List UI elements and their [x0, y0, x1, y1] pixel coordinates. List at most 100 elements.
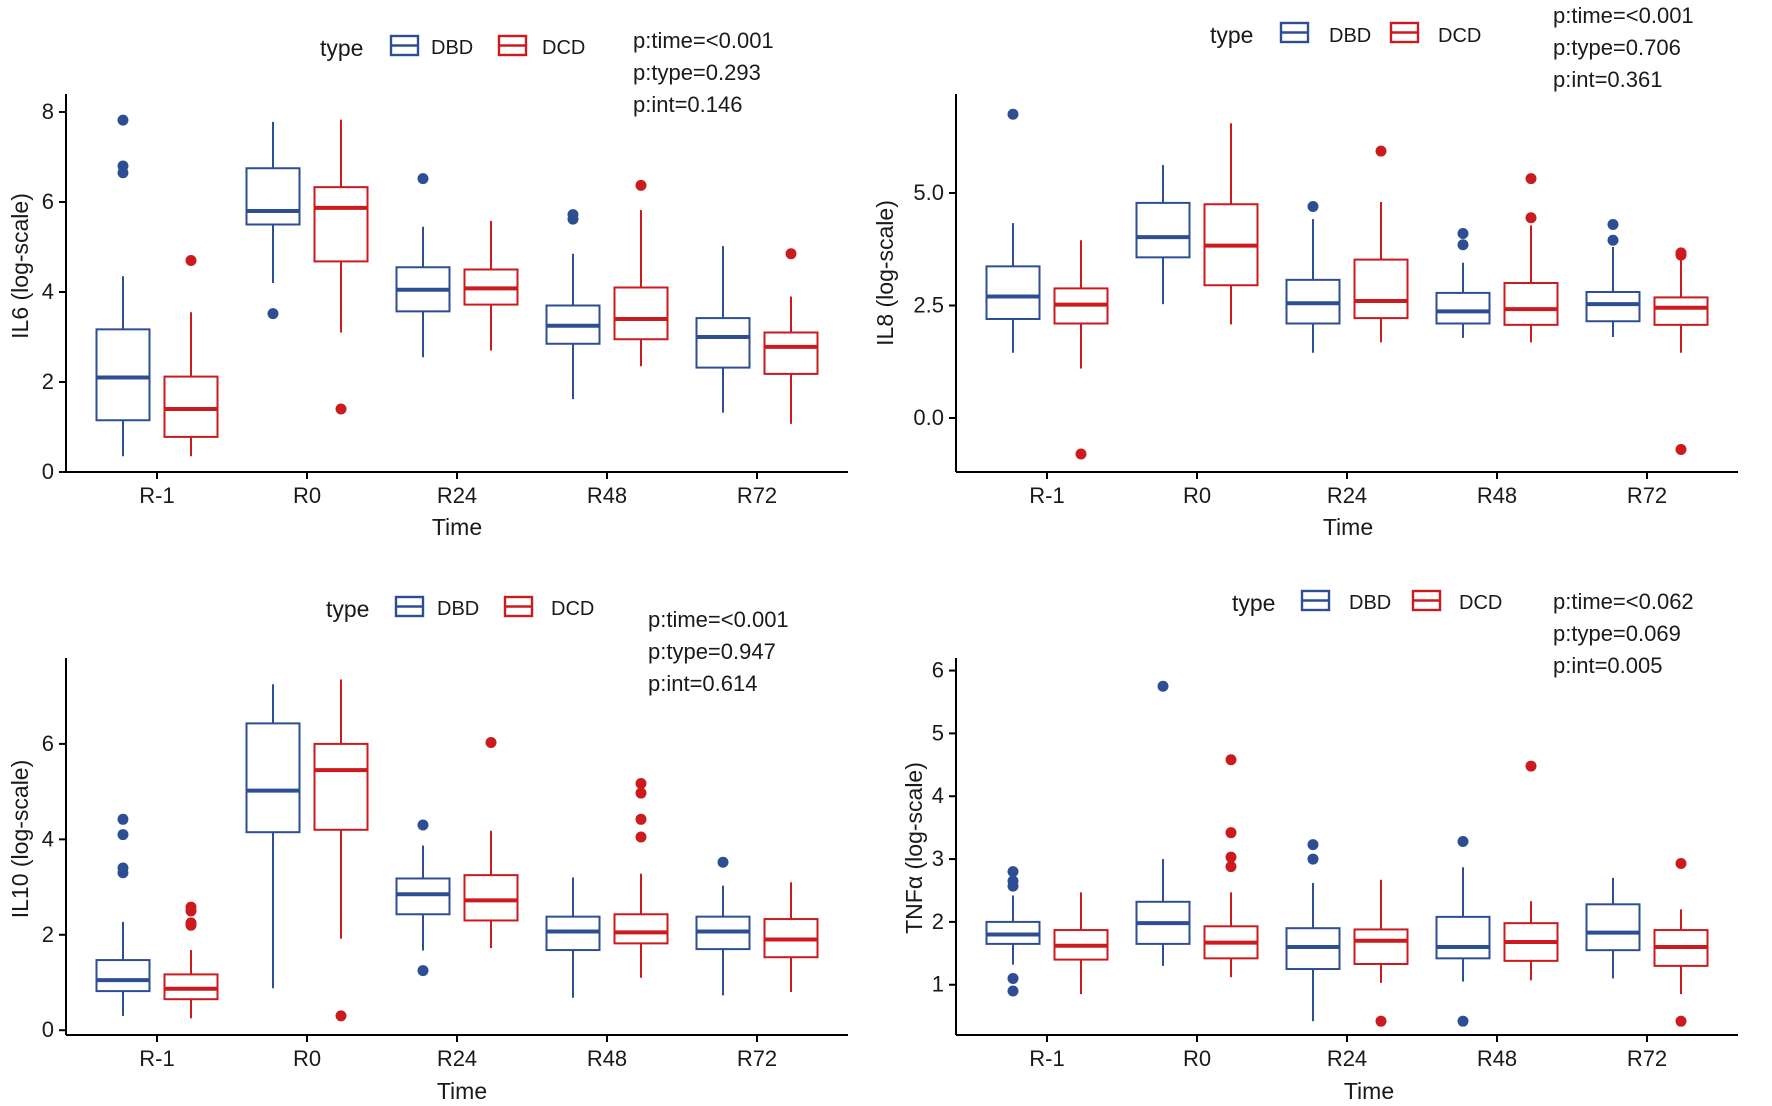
stat-type-tnfa: p:type=0.069 [1553, 621, 1681, 646]
box-dbd-r0 [1135, 165, 1191, 305]
legend-il6: type DBD DCD [320, 34, 585, 61]
x-tick-label-tnfa: R72 [1627, 1046, 1667, 1071]
box-dcd-r0 [1203, 123, 1259, 325]
outlier-point [117, 160, 129, 172]
box-dbd-r48 [545, 209, 601, 400]
x-tick-label-il10: R-1 [139, 1046, 174, 1071]
outlier-point [1157, 680, 1169, 692]
plot-il6: 0 2 4 6 8 R-1 R0 R24 R48 R72 [42, 94, 848, 508]
outlier-point [267, 308, 279, 320]
x-tick-label-il8: R0 [1183, 483, 1211, 508]
box-iqr [1435, 915, 1491, 960]
box-dbd-r48 [545, 877, 601, 998]
xlabel-tnfa: Time [1344, 1078, 1394, 1104]
box-iqr [1135, 201, 1191, 259]
box-dbd-r0 [1135, 680, 1191, 966]
outlier-point [1525, 212, 1537, 224]
box-iqr [1353, 258, 1409, 320]
box-dbd-r72 [1585, 219, 1641, 337]
outlier-point [1007, 985, 1019, 997]
legend-title-il8: type [1210, 22, 1253, 48]
box-dbd-r24 [395, 819, 451, 977]
box-dcd-r0 [313, 679, 369, 1022]
stat-int-tnfa: p:int=0.005 [1553, 653, 1662, 678]
y-tick-label-il8: 2.5 [913, 293, 944, 318]
stat-type-il6: p:type=0.293 [633, 60, 761, 85]
box-dbd-r-1 [95, 813, 151, 1016]
stat-type-il10: p:type=0.947 [648, 639, 776, 664]
panel-il10: type DBD DCD p:time=<0.001 p:type=0.947 … [7, 595, 848, 1104]
x-tick-label-il8: R48 [1477, 483, 1517, 508]
legend-label-dcd-tnfa: DCD [1459, 592, 1502, 614]
stat-int-il6: p:int=0.146 [633, 92, 742, 117]
legend-label-dbd-il8: DBD [1329, 25, 1371, 47]
box-iqr [1353, 928, 1409, 965]
box-dcd-r24 [1353, 879, 1409, 1027]
box-iqr [95, 959, 151, 993]
x-tick-label-il10: R72 [737, 1046, 777, 1071]
outlier-point [485, 736, 497, 748]
outlier-point [635, 778, 647, 790]
outlier-point [417, 173, 429, 185]
y-tick-label-il10: 2 [42, 922, 54, 947]
outlier-point [1225, 861, 1237, 873]
box-iqr [313, 742, 369, 831]
y-tick-label-il10: 4 [42, 826, 54, 851]
x-tick-label-tnfa: R24 [1327, 1046, 1367, 1071]
x-tick-label-tnfa: R-1 [1029, 1046, 1064, 1071]
outlier-point [1457, 835, 1469, 847]
box-iqr [163, 375, 219, 438]
box-iqr [1653, 296, 1709, 326]
ylabel-tnfa: TNFα (log-scale) [901, 762, 927, 934]
outlier-point [1675, 444, 1687, 455]
stats-il8: p:time=<0.001 p:type=0.706 p:int=0.361 [1553, 3, 1694, 92]
outlier-point [635, 831, 647, 843]
box-iqr [463, 874, 519, 922]
box-dbd-r24 [1285, 201, 1341, 353]
box-iqr [1585, 291, 1641, 323]
box-dcd-r-1 [163, 255, 219, 457]
box-dcd-r72 [1653, 857, 1709, 1027]
x-tick-label-il10: R48 [587, 1046, 627, 1071]
box-iqr [985, 265, 1041, 321]
x-tick-label-tnfa: R0 [1183, 1046, 1211, 1071]
y-tick-label-il6: 4 [42, 279, 54, 304]
outlier-point [185, 255, 197, 266]
outlier-point [1675, 1015, 1687, 1027]
plot-il10: 0 2 4 6 R-1 R0 R24 R48 R72 [42, 658, 848, 1071]
box-iqr [245, 722, 301, 834]
box-dcd-r48 [613, 778, 669, 978]
legend-label-dbd-il10: DBD [437, 598, 479, 620]
box-dcd-r72 [1653, 247, 1709, 455]
outlier-point [117, 829, 129, 841]
box-dcd-r0 [1203, 754, 1259, 978]
stat-time-il6: p:time=<0.001 [633, 28, 774, 53]
box-dbd-r48 [1435, 835, 1491, 1027]
outlier-point [1307, 853, 1319, 865]
box-iqr [395, 877, 451, 916]
box-iqr [1435, 291, 1491, 325]
outlier-point [1307, 201, 1319, 212]
outlier-point [1525, 173, 1537, 185]
outlier-point [417, 965, 429, 977]
outlier-point [1007, 108, 1019, 120]
ylabel-il10: IL10 (log-scale) [7, 760, 33, 919]
ylabel-il8: IL8 (log-scale) [872, 200, 898, 346]
plot-il8: 0.0 2.5 5.0 R-1 R0 R24 R48 R72 [913, 94, 1738, 508]
y-tick-label-tnfa: 2 [932, 909, 944, 934]
box-dbd-r72 [695, 246, 751, 413]
box-dcd-r24 [463, 736, 519, 949]
box-dbd-r72 [1585, 877, 1641, 979]
y-tick-label-il10: 6 [42, 731, 54, 756]
stat-time-il10: p:time=<0.001 [648, 607, 789, 632]
stat-int-il8: p:int=0.361 [1553, 67, 1662, 92]
box-iqr [613, 913, 669, 945]
stat-type-il8: p:type=0.706 [1553, 35, 1681, 60]
outlier-point [1225, 851, 1237, 863]
outlier-point [1607, 234, 1619, 246]
box-iqr [313, 186, 369, 263]
box-dbd-r72 [695, 856, 751, 996]
y-tick-label-il8: 5.0 [913, 180, 944, 205]
y-tick-label-tnfa: 6 [932, 658, 944, 683]
